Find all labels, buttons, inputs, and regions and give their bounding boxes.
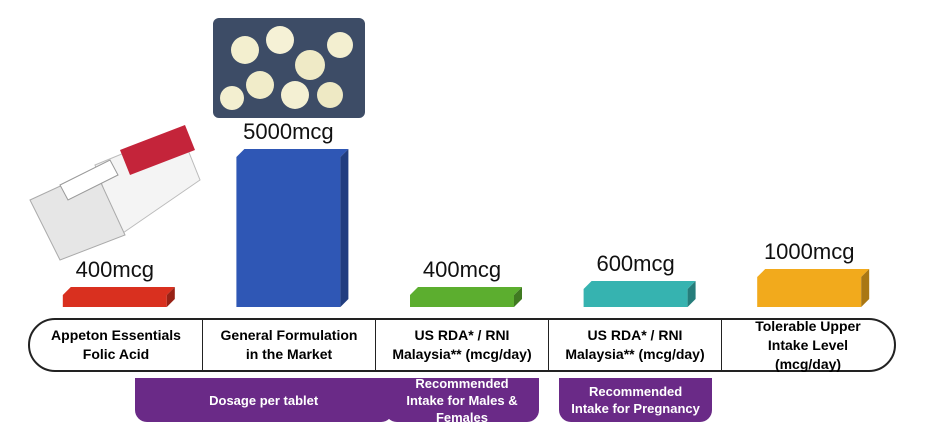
bar: [236, 149, 349, 307]
category-row: Appeton Essentials Folic Acid General For…: [28, 318, 896, 372]
bar: [62, 287, 175, 307]
category-label: US RDA* / RNI Malaysia** (mcg/day): [375, 320, 548, 370]
bar: [757, 269, 870, 307]
value-label: 400mcg: [423, 257, 501, 282]
bar-face: [340, 149, 349, 307]
group-label: Recommended Intake for Pregnancy: [558, 378, 713, 422]
category-label: Tolerable Upper Intake Level (mcg/day): [721, 318, 894, 372]
bar-face: [410, 295, 514, 307]
bar-face: [583, 281, 696, 289]
pill-photo: [213, 18, 365, 118]
bar-face: [861, 269, 870, 307]
bar: [410, 287, 522, 307]
category-label: Appeton Essentials Folic Acid: [51, 327, 181, 362]
category-label: General Formulation in the Market: [202, 320, 375, 370]
product-box: [29, 125, 201, 261]
value-label: 600mcg: [596, 251, 674, 276]
bar-face: [62, 295, 167, 307]
value-label: 5000mcg: [243, 119, 334, 144]
bar-face: [410, 287, 522, 295]
bar-face: [757, 277, 862, 307]
category-label: US RDA* / RNI Malaysia** (mcg/day): [548, 320, 721, 370]
bar-face: [236, 157, 341, 307]
bar-face: [514, 287, 522, 307]
bar-face: [166, 287, 175, 307]
bar-face: [757, 269, 870, 277]
bar: [583, 281, 696, 307]
value-label: 400mcg: [76, 257, 154, 282]
bar-face: [62, 287, 175, 295]
group-label: Recommended Intake for Males & Females: [385, 376, 539, 425]
bar-face: [687, 281, 696, 307]
bar-face: [583, 289, 688, 307]
bar-face: [236, 149, 349, 157]
group-label: Dosage per tablet: [134, 378, 393, 422]
value-label: 1000mcg: [764, 239, 855, 264]
